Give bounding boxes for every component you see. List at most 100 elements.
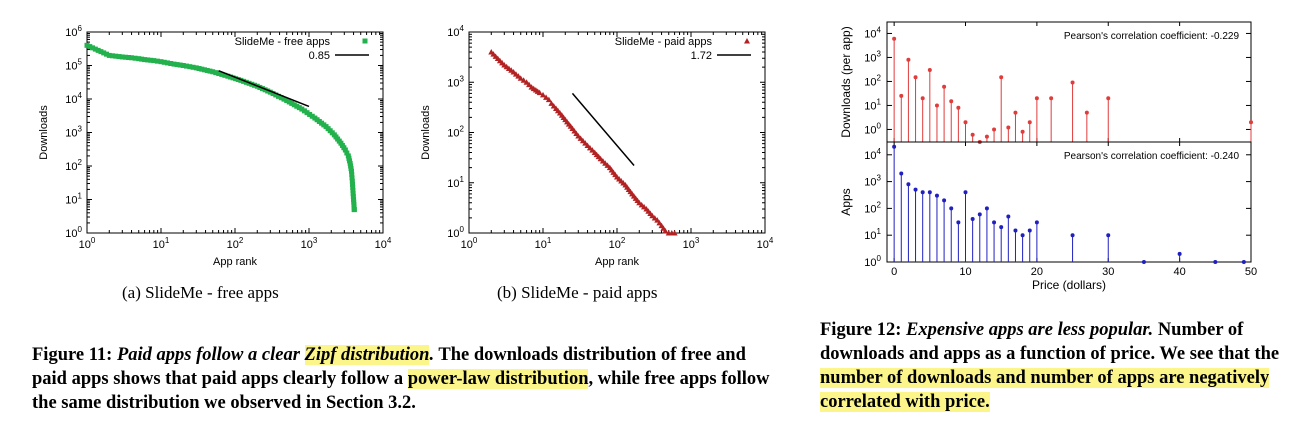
price_downloads-stem-marker xyxy=(899,93,904,98)
price_apps-x-tick-label: 10 xyxy=(959,266,971,278)
free-data-point xyxy=(281,96,287,102)
price_apps-y-tick-label: 100 xyxy=(864,254,881,269)
price_downloads-stem-marker xyxy=(1106,96,1111,101)
figure-12-body-1: Number of downloads and apps as a functi… xyxy=(820,320,1280,364)
price_downloads-stem-marker xyxy=(1049,96,1054,101)
price_apps-stem-marker xyxy=(1013,228,1018,233)
free-x-tick-label: 102 xyxy=(227,236,244,251)
paid-data-point xyxy=(523,79,530,85)
price_downloads-y-tick-label: 104 xyxy=(864,25,881,40)
figure-11-caption: Figure 11: Paid apps follow a clear Zipf… xyxy=(32,343,782,415)
price_apps-stem-marker xyxy=(934,193,939,198)
paid-fit-line xyxy=(571,92,635,167)
price_apps-y-tick-label: 102 xyxy=(864,200,881,215)
price_apps-stem-marker xyxy=(1027,228,1032,233)
free-data-point xyxy=(351,207,357,213)
price_apps-stem-marker xyxy=(956,220,961,225)
free-data-point xyxy=(158,59,164,65)
free-data-point xyxy=(154,58,160,64)
price_apps-stem-marker xyxy=(1213,260,1218,264)
free-data-point xyxy=(291,102,297,108)
paid-y-tick-label: 101 xyxy=(447,175,464,190)
price_downloads-stem-marker xyxy=(1084,110,1089,115)
paid-x-tick-label: 100 xyxy=(461,236,478,251)
price_apps-stem-marker xyxy=(942,198,947,203)
free-data-point xyxy=(348,163,354,169)
price_downloads-stem-marker xyxy=(984,134,989,139)
free-data-point xyxy=(349,172,355,178)
subcaption-b: (b) SlideMe - paid apps xyxy=(497,283,658,302)
price_apps-stem-marker xyxy=(899,171,904,176)
free-data-point xyxy=(225,73,231,79)
free-legend-marker xyxy=(362,38,368,44)
free-data-point xyxy=(174,62,180,68)
free-data-point xyxy=(116,54,122,60)
paid-data-point xyxy=(662,227,669,234)
free-data-point xyxy=(129,55,135,61)
price_apps-x-tick-label: 30 xyxy=(1102,266,1114,278)
free-data-point xyxy=(349,178,355,184)
free-data-point xyxy=(351,197,357,202)
free-data-point xyxy=(344,150,350,156)
price_downloads-stem-marker xyxy=(1027,120,1032,125)
free-legend-fit-label: 0.85 xyxy=(309,50,330,62)
price_downloads-stem-marker xyxy=(949,99,954,104)
price_apps-x-tick-label: 40 xyxy=(1174,266,1186,278)
free-data-point xyxy=(294,103,300,109)
free-data-point xyxy=(187,64,193,70)
free-y-tick-label: 101 xyxy=(65,192,82,207)
free-x-tick-label: 103 xyxy=(301,236,318,251)
figure-11-body-1: The downloads distribution of free and p… xyxy=(32,345,746,389)
paid-x-tick-label: 101 xyxy=(535,236,552,251)
paid-y-tick-label: 100 xyxy=(447,225,464,240)
paid-y-tick-label: 103 xyxy=(447,74,464,89)
price_apps-stem-marker xyxy=(1070,233,1075,238)
price_downloads-stem-marker xyxy=(1006,125,1011,130)
free-data-point xyxy=(267,89,273,95)
free-data-point xyxy=(171,61,177,67)
price_apps-y-tick-label: 104 xyxy=(864,147,881,162)
free-data-point xyxy=(90,45,96,51)
price_apps-stem-marker xyxy=(1141,260,1146,264)
paid-data-point xyxy=(520,77,527,83)
free-y-tick-label: 106 xyxy=(65,24,82,39)
free-data-point xyxy=(276,93,282,99)
figure-12-title: Expensive apps are less popular. xyxy=(905,320,1154,340)
price_apps-stem-marker xyxy=(1006,214,1011,219)
price_apps-stem-marker xyxy=(906,182,911,187)
price_downloads-stem-marker xyxy=(1020,129,1025,134)
free-data-point xyxy=(148,57,154,63)
free-data-point xyxy=(289,100,295,106)
free-fit-line xyxy=(218,69,310,108)
paid-legend-series-label: SlideMe - paid apps xyxy=(615,36,713,48)
price_downloads-y-tick-label: 101 xyxy=(864,97,881,112)
price_downloads-stem-marker xyxy=(1013,110,1018,115)
free-data-point xyxy=(132,55,138,61)
free-data-point xyxy=(350,184,356,190)
free-data-point xyxy=(296,105,302,111)
free-data-point xyxy=(193,65,199,71)
free-x-axis-label: App rank xyxy=(213,256,258,268)
price_apps-correlation-annotation: Pearson's correlation coefficient: -0.24… xyxy=(1064,151,1240,162)
price_apps-stem-marker xyxy=(1020,233,1025,238)
figure-11-title: Paid apps follow a clear Zipf distributi… xyxy=(116,345,435,365)
free-plot-frame xyxy=(86,31,384,234)
free-data-point xyxy=(113,53,119,59)
free-data-point xyxy=(106,52,112,58)
free-data-point xyxy=(270,91,276,97)
free-data-point xyxy=(207,68,213,74)
free-data-point xyxy=(348,168,354,174)
paid-y-axis-label: Downloads xyxy=(420,105,432,160)
free-y-tick-label: 104 xyxy=(65,91,82,106)
price_apps-stem-marker xyxy=(920,190,925,195)
price_apps-y-tick-label: 101 xyxy=(864,227,881,242)
free-data-point xyxy=(230,75,236,81)
free-data-point xyxy=(103,51,109,57)
paid-data-point xyxy=(543,94,550,100)
free-data-point xyxy=(219,71,225,77)
paid-data-point xyxy=(517,75,524,81)
free-data-point xyxy=(342,147,348,153)
free-data-point xyxy=(309,113,315,119)
free-data-point xyxy=(98,49,104,55)
free-data-point xyxy=(238,77,244,83)
